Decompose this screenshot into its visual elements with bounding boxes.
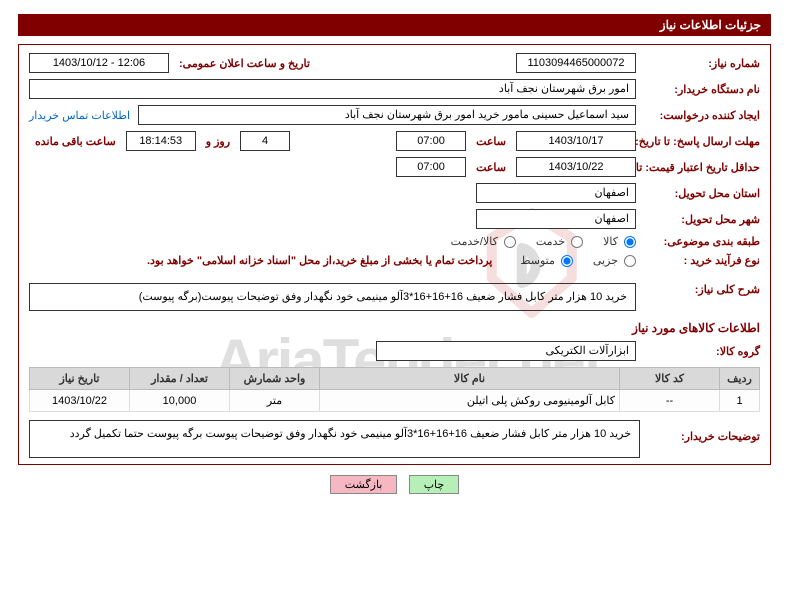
publication-date-label: تاریخ و ساعت اعلان عمومی: <box>179 57 310 70</box>
city-value: اصفهان <box>476 209 636 229</box>
process-partial-radio[interactable] <box>624 255 636 267</box>
goods-group-value: ابزارآلات الکتریکی <box>376 341 636 361</box>
need-number-label: شماره نیاز: <box>640 57 760 70</box>
need-description-value: خرید 10 هزار متر کابل فشار ضعیف 16+16+16… <box>29 283 636 311</box>
publication-date-value: 1403/10/12 - 12:06 <box>29 53 169 73</box>
cell-row: 1 <box>720 390 760 412</box>
goods-table: ردیف کد کالا نام کالا واحد شمارش تعداد /… <box>29 367 760 412</box>
province-value: اصفهان <box>476 183 636 203</box>
goods-group-label: گروه کالا: <box>640 345 760 358</box>
back-button[interactable]: بازگشت <box>330 475 398 494</box>
category-service-radio[interactable] <box>571 236 583 248</box>
requester-value: سید اسماعیل حسینی مامور خرید امور برق شه… <box>138 105 636 125</box>
th-name: نام کالا <box>320 368 620 390</box>
category-both-radio[interactable] <box>504 236 516 248</box>
remaining-label: ساعت باقی مانده <box>35 135 116 148</box>
buyer-org-value: امور برق شهرستان نجف آباد <box>29 79 636 99</box>
cell-name: کابل آلومینیومی روکش پلی اتیلن <box>320 390 620 412</box>
validity-hour-value: 07:00 <box>396 157 466 177</box>
category-service-label: خدمت <box>536 235 565 248</box>
validity-hour-label: ساعت <box>476 161 506 174</box>
category-both-label: کالا/خدمت <box>451 235 498 248</box>
buyer-notes-label: توضیحات خریدار: <box>640 420 760 443</box>
days-and-label: روز و <box>206 135 230 148</box>
need-number-value: 1103094465000072 <box>516 53 636 73</box>
goods-section-title: اطلاعات کالاهای مورد نیاز <box>29 321 760 335</box>
th-row: ردیف <box>720 368 760 390</box>
process-medium-label: متوسط <box>520 254 555 267</box>
panel-header: جزئیات اطلاعات نیاز <box>18 14 771 36</box>
process-partial-label: جزیی <box>593 254 618 267</box>
process-radio-group: جزیی متوسط <box>506 254 636 267</box>
need-description-label: شرح کلی نیاز: <box>640 283 760 296</box>
deadline-hour-value: 07:00 <box>396 131 466 151</box>
category-goods-label: کالا <box>603 235 618 248</box>
th-date: تاریخ نیاز <box>30 368 130 390</box>
cell-code: -- <box>620 390 720 412</box>
category-goods-radio[interactable] <box>624 236 636 248</box>
th-qty: تعداد / مقدار <box>130 368 230 390</box>
buyer-contact-link[interactable]: اطلاعات تماس خریدار <box>29 109 130 122</box>
validity-date-value: 1403/10/22 <box>516 157 636 177</box>
process-medium-radio[interactable] <box>561 255 573 267</box>
buyer-org-label: نام دستگاه خریدار: <box>640 83 760 96</box>
city-label: شهر محل تحویل: <box>640 213 760 226</box>
cell-qty: 10,000 <box>130 390 230 412</box>
deadline-label: مهلت ارسال پاسخ: تا تاریخ: <box>640 135 760 148</box>
th-code: کد کالا <box>620 368 720 390</box>
process-type-label: نوع فرآیند خرید : <box>640 254 760 267</box>
th-unit: واحد شمارش <box>230 368 320 390</box>
cell-date: 1403/10/22 <box>30 390 130 412</box>
deadline-date-value: 1403/10/17 <box>516 131 636 151</box>
print-button[interactable]: چاپ <box>409 475 460 494</box>
requester-label: ایجاد کننده درخواست: <box>640 109 760 122</box>
days-remaining-value: 4 <box>240 131 290 151</box>
main-panel: شماره نیاز: 1103094465000072 تاریخ و ساع… <box>18 44 771 465</box>
cell-unit: متر <box>230 390 320 412</box>
category-radio-group: کالا خدمت کالا/خدمت <box>437 235 636 248</box>
validity-label: حداقل تاریخ اعتبار قیمت: تا تاریخ: <box>640 161 760 174</box>
time-remaining-value: 18:14:53 <box>126 131 196 151</box>
category-label: طبقه بندی موضوعی: <box>640 235 760 248</box>
buyer-notes-value: خرید 10 هزار متر کابل فشار ضعیف 16+16+16… <box>29 420 640 458</box>
deadline-hour-label: ساعت <box>476 135 506 148</box>
province-label: استان محل تحویل: <box>640 187 760 200</box>
table-row: 1 -- کابل آلومینیومی روکش پلی اتیلن متر … <box>30 390 760 412</box>
process-note: پرداخت تمام یا بخشی از مبلغ خرید،از محل … <box>147 254 492 267</box>
